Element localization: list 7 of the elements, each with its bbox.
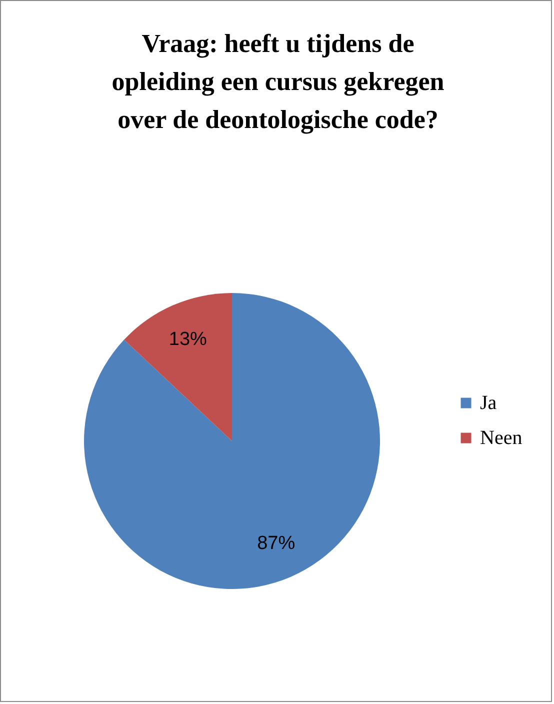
legend-label: Neen [480, 427, 522, 449]
pie-slice [124, 293, 232, 441]
data-label: 87% [257, 532, 296, 554]
chart-title: Vraag: heeft u tijdens de opleiding een cursus gekregen over de deontologische code? [112, 29, 445, 134]
pie-slice [84, 293, 380, 589]
legend-label: Ja [480, 392, 497, 414]
data-label: 13% [168, 329, 208, 350]
